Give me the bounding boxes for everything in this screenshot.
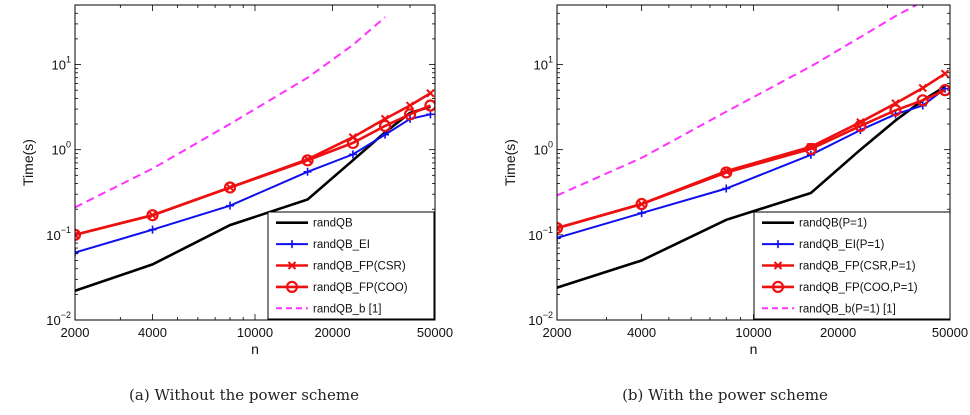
chart-a: 2000 4000 10000 20000 50000 10−2 10−1 100 101 n Ti… — [20, 4, 453, 357]
legend: randQB randQB_EI randQB_FP(CSR) randQB_FP(C… — [267, 211, 435, 320]
data-point-circle — [301, 154, 314, 167]
data-point-x — [426, 89, 435, 98]
legend-label-4: randQB_b [1] — [313, 303, 381, 315]
y-tick-label: 10−2 — [528, 310, 553, 328]
legend-marker-plus — [288, 240, 296, 249]
legend-marker-circle — [285, 280, 299, 293]
legend-label-3: randQB_FP(COO,P=1) — [799, 282, 918, 294]
x-tick-label: 20000 — [820, 325, 856, 340]
data-point-x — [557, 223, 562, 233]
data-point-circle — [889, 104, 902, 117]
plot-area — [75, 16, 435, 293]
legend-label-1: randQB_EI — [313, 239, 370, 251]
y-tick-label: 101 — [52, 55, 71, 73]
plot-frame — [74, 4, 436, 321]
legend-label-3: randQB_FP(COO) — [313, 282, 408, 294]
legend-marker-plus — [774, 240, 782, 249]
data-point-x — [405, 101, 415, 110]
series-line-4 — [75, 16, 386, 209]
x-tick-label: 4000 — [627, 325, 656, 340]
data-point-circle — [938, 84, 950, 97]
legend-marker-circle — [771, 280, 785, 293]
data-point-plus — [148, 225, 157, 234]
x-tick-label: 2000 — [543, 325, 572, 340]
legend: randQB(P=1) randQB_EI(P=1) randQB_FP(CSR,P… — [753, 211, 951, 320]
data-point-x — [918, 83, 927, 93]
x-tick-label: 10000 — [735, 325, 771, 340]
data-point-circle — [424, 99, 435, 112]
y-tick-label: 100 — [52, 140, 71, 158]
y-tick-label: 101 — [534, 55, 553, 73]
x-tick-label: 4000 — [138, 325, 167, 340]
legend-label-0: randQB — [313, 218, 353, 230]
series-line-1 — [75, 113, 431, 254]
data-point-circle — [223, 181, 237, 194]
data-point-plus — [303, 167, 312, 176]
y-tick-label: 10−2 — [46, 310, 71, 328]
data-point-plus — [426, 110, 435, 119]
data-point-plus — [75, 248, 79, 257]
x-tick-label: 20000 — [314, 325, 350, 340]
legend-label-1: randQB_EI(P=1) — [799, 239, 885, 251]
data-point-circle — [75, 228, 82, 241]
series-line-1 — [557, 87, 946, 239]
x-tick-label: 10000 — [237, 325, 273, 340]
plot-frame — [556, 4, 951, 321]
data-point-circle — [403, 108, 417, 121]
series-line-2 — [557, 72, 946, 230]
y-axis-label: Time(s) — [20, 139, 36, 186]
data-point-plus — [722, 184, 731, 193]
data-point-plus — [226, 201, 235, 210]
data-point-plus — [557, 233, 561, 242]
data-point-circle — [378, 119, 392, 133]
data-point-x — [75, 230, 80, 240]
data-point-circle — [346, 136, 360, 150]
y-tick-label: 10−1 — [46, 225, 71, 243]
legend-label-0: randQB(P=1) — [799, 218, 867, 230]
data-point-circle — [720, 166, 733, 179]
y-axis-label: Time(s) — [502, 139, 518, 186]
x-axis-label: n — [750, 341, 758, 357]
x-tick-label: 50000 — [417, 325, 453, 340]
data-point-circle — [557, 221, 564, 235]
data-point-circle — [635, 197, 648, 211]
data-point-circle — [146, 209, 159, 222]
legend-label-2: randQB_FP(CSR,P=1) — [799, 261, 916, 273]
legend-marker-x — [773, 261, 783, 270]
plot-area — [557, 5, 950, 289]
y-tick-label: 100 — [534, 140, 553, 158]
chart-b: 2000 4000 10000 20000 50000 10−2 10−1 100 101 n Ti… — [502, 4, 968, 357]
x-tick-label: 2000 — [61, 325, 90, 340]
series-line-4 — [557, 5, 919, 197]
data-point-plus — [637, 209, 646, 218]
x-tick-label: 50000 — [932, 325, 968, 340]
data-point-circle — [916, 94, 929, 107]
data-point-x — [940, 69, 950, 78]
legend-marker-x — [287, 261, 297, 270]
caption-b: (b) With the power scheme — [622, 386, 828, 404]
data-point-circle — [854, 119, 867, 133]
x-axis-label: n — [251, 341, 259, 357]
y-tick-label: 10−1 — [528, 225, 553, 243]
caption-a: (a) Without the power scheme — [129, 386, 359, 404]
series-line-3 — [557, 89, 946, 230]
legend-label-2: randQB_FP(CSR) — [313, 261, 406, 273]
legend-label-4: randQB_b(P=1) [1] — [799, 303, 896, 315]
data-point-circle — [804, 142, 817, 156]
data-point-plus — [348, 150, 357, 159]
